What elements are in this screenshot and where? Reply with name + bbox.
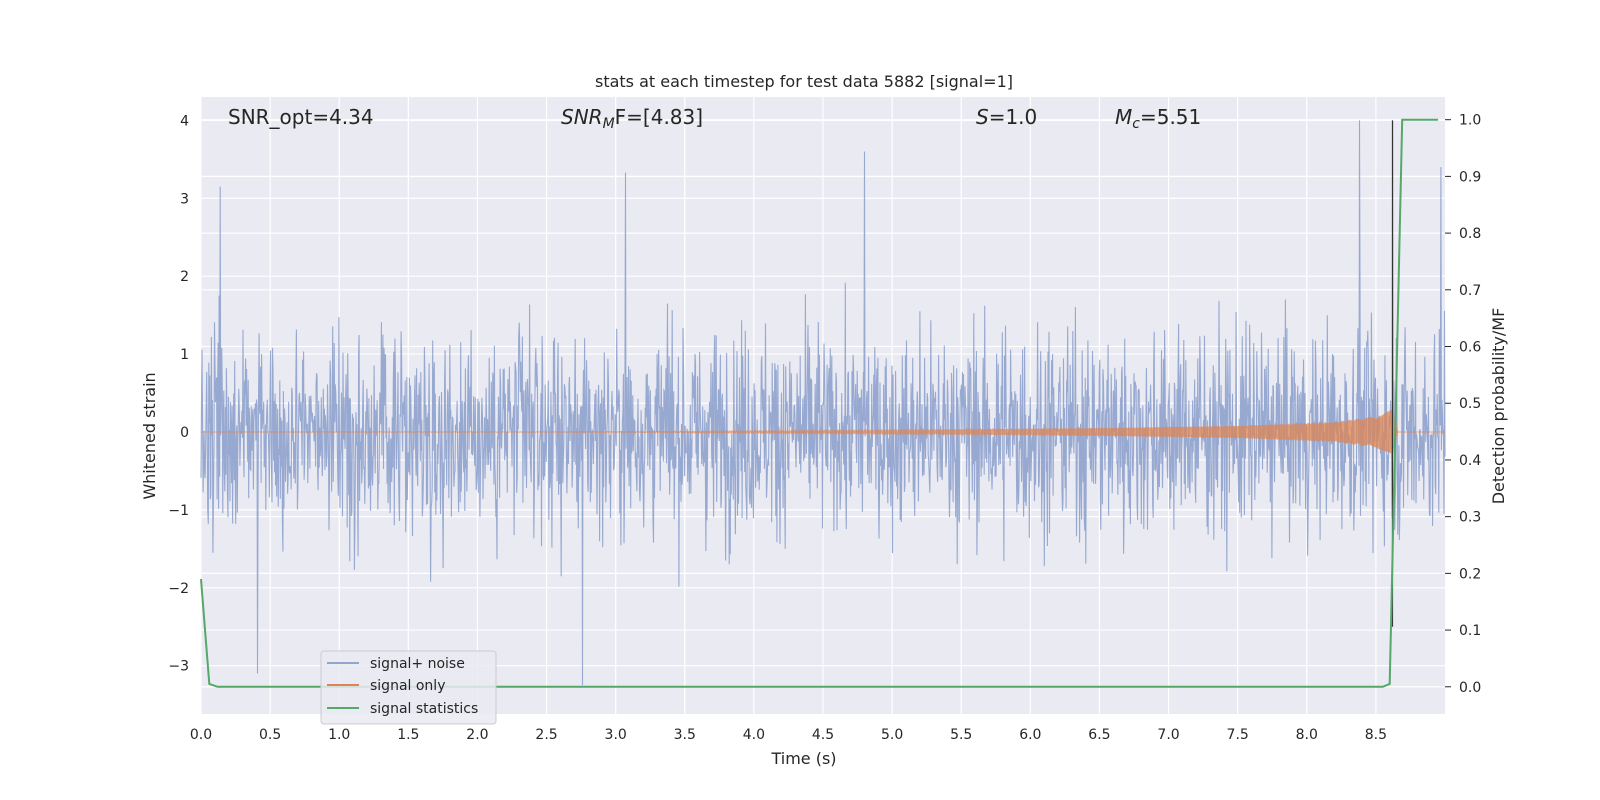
y-tick-label: −2 [168, 581, 189, 597]
y2-axis-label: Detection probability/MF [1489, 308, 1508, 505]
x-tick-label: 0.0 [190, 727, 212, 743]
x-tick-label: 1.5 [397, 727, 419, 743]
signal-only-line [201, 409, 1445, 454]
y2-tick-label: 0.4 [1459, 453, 1481, 469]
series-signal-noise [200, 120, 1446, 686]
x-tick-label: 7.5 [1227, 727, 1249, 743]
y2-tick-label: 0.1 [1459, 623, 1481, 639]
x-tick-label: 5.5 [950, 727, 972, 743]
legend: signal+ noise signal only signal statist… [320, 650, 497, 725]
x-tick-label: 3.5 [674, 727, 696, 743]
y-tick-label: −3 [168, 659, 189, 675]
x-tick-label: 4.5 [812, 727, 834, 743]
legend-label-signal-only: signal only [370, 678, 445, 694]
x-tick-label: 7.0 [1157, 727, 1179, 743]
y2-axis-ticks: 1.0 0.9 0.8 0.7 0.6 0.5 0.4 0.3 0.2 0.1 0.0 [1445, 113, 1481, 696]
y-axis-label: Whitened strain [140, 372, 159, 499]
chart-title: stats at each timestep for test data 588… [595, 72, 1013, 91]
x-axis-ticks: 0.0 0.5 1.0 1.5 2.0 2.5 3.0 3.5 4.0 4.5 5.0 5.5 6.0 6… [190, 727, 1387, 743]
y2-tick-label: 0.3 [1459, 510, 1481, 526]
y-tick-label: 2 [180, 269, 189, 285]
annotation-s: S=1.0 [976, 105, 1037, 129]
legend-label-signal-noise: signal+ noise [370, 656, 465, 672]
y-tick-label: 0 [180, 425, 189, 441]
legend-label-signal-statistics: signal statistics [370, 701, 478, 717]
y2-tick-label: 0.6 [1459, 340, 1481, 356]
y2-tick-label: 0.7 [1459, 283, 1481, 299]
y2-tick-label: 1.0 [1459, 113, 1481, 129]
x-tick-label: 2.5 [535, 727, 557, 743]
annotation-snr-mf: SNRMF=[4.83] [561, 105, 703, 132]
y2-tick-label: 0.5 [1459, 396, 1481, 412]
y2-tick-label: 0.2 [1459, 566, 1481, 582]
y-tick-label: 1 [180, 347, 189, 363]
y-tick-label: 4 [180, 113, 189, 129]
y-tick-label: 3 [180, 191, 189, 207]
x-tick-label: 1.0 [328, 727, 350, 743]
series-signal-statistics [200, 118, 1439, 688]
x-tick-label: 0.5 [259, 727, 281, 743]
signal-noise-line [200, 120, 1446, 686]
y2-tick-label: 0.8 [1459, 226, 1481, 242]
x-tick-label: 3.0 [605, 727, 627, 743]
x-tick-label: 5.0 [881, 727, 903, 743]
x-tick-label: 8.5 [1365, 727, 1387, 743]
y2-tick-label: 0.9 [1459, 169, 1481, 185]
x-tick-label: 4.0 [743, 727, 765, 743]
annotation-snr-opt: SNR_opt=4.34 [228, 105, 374, 129]
annotation-mc: Mc=5.51 [1115, 105, 1201, 132]
x-tick-label: 6.5 [1088, 727, 1110, 743]
y-axis-ticks: 4 3 2 1 0 −1 −2 −3 [168, 113, 189, 674]
legend-box [320, 650, 497, 725]
x-axis-label: Time (s) [770, 749, 836, 768]
y-tick-label: −1 [168, 503, 189, 519]
x-tick-label: 6.0 [1019, 727, 1041, 743]
y2-tick-label: 0.0 [1459, 680, 1481, 696]
signal-statistics-line [200, 118, 1439, 688]
x-tick-label: 8.0 [1296, 727, 1318, 743]
x-tick-label: 2.0 [466, 727, 488, 743]
